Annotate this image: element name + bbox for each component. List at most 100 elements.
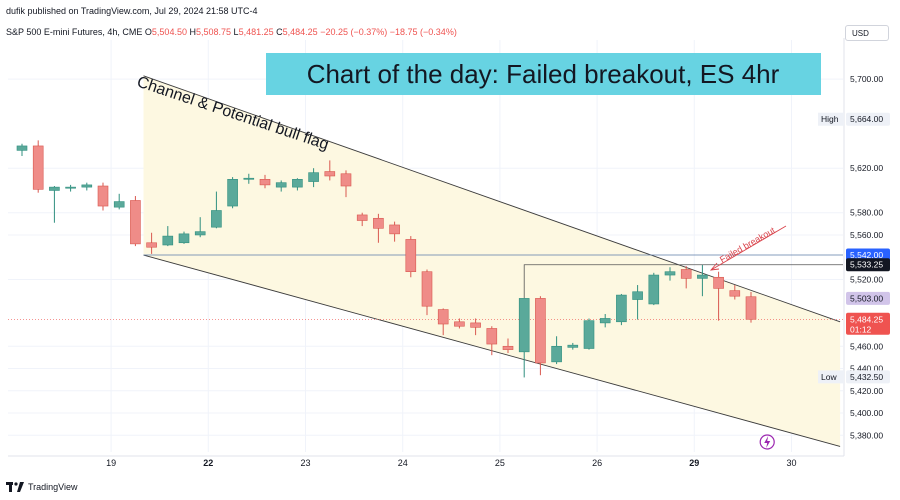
- candle-body: [648, 274, 660, 305]
- y-tick-label: 5,620.00: [850, 163, 883, 173]
- publish-info: dufik published on TradingView.com, Jul …: [6, 6, 258, 16]
- candles-layer: [16, 140, 757, 378]
- y-tick-label: 5,460.00: [850, 341, 883, 351]
- x-tick-label: 29: [689, 458, 699, 468]
- channel-layer: [8, 75, 843, 447]
- price-tag-bg: [818, 112, 844, 126]
- close-value: 5,484.25: [282, 27, 318, 37]
- candle-body: [275, 182, 287, 188]
- candle-body: [227, 179, 238, 207]
- price-axis[interactable]: 5,380.00 5,400.00 5,420.00 5,440.00 5,460.00…: [818, 38, 890, 456]
- tradingview-logo-icon: [6, 482, 24, 492]
- price-label: 5,432.50: [850, 372, 883, 382]
- y-tick-label: 5,520.00: [850, 274, 883, 284]
- channel-fill: [143, 75, 841, 447]
- candle-body: [324, 171, 336, 177]
- countdown-label: 01:12: [850, 324, 872, 334]
- y-tick-label: 5,700.00: [850, 74, 883, 84]
- x-tick-label: 22: [203, 458, 213, 468]
- price-label-bg: [846, 370, 890, 384]
- candle-body: [97, 185, 109, 207]
- candle-body: [292, 179, 303, 188]
- price-label: 5,664.00: [850, 114, 883, 124]
- candle-body: [616, 294, 627, 323]
- candle-body: [243, 177, 255, 180]
- symbol-name[interactable]: S&P 500 E-mini Futures, 4h, CME: [6, 27, 143, 37]
- candle-body: [583, 320, 595, 349]
- chart-title: Chart of the day: Failed breakout, ES 4h…: [307, 59, 780, 89]
- candle-body: [211, 210, 222, 228]
- price-tag-label: Low: [821, 372, 837, 382]
- candle-body: [486, 328, 498, 345]
- lightning-glyph: [764, 436, 771, 448]
- candle-body: [308, 172, 319, 182]
- high-label: H: [189, 27, 196, 37]
- low-value: 5,481.25: [238, 27, 274, 37]
- candle-body: [340, 173, 352, 187]
- candle-body: [113, 201, 125, 208]
- candle-body: [697, 274, 708, 279]
- x-tick-label: 26: [592, 458, 602, 468]
- candle-body: [729, 290, 741, 297]
- candle-body: [49, 186, 60, 191]
- x-tick-label: 25: [495, 458, 505, 468]
- candle-body: [551, 345, 562, 363]
- time-axis[interactable]: 19 22 23 24 25 26 29 30: [8, 455, 844, 468]
- tradingview-footer: TradingView: [6, 482, 78, 492]
- candle-body: [680, 269, 692, 279]
- candle-body: [16, 145, 28, 151]
- open-value: 5,504.50: [151, 27, 187, 37]
- candle-body: [470, 322, 481, 328]
- y-tick-label: 5,400.00: [850, 408, 883, 418]
- candle-body: [389, 224, 400, 235]
- channel-upper-line: [143, 75, 841, 323]
- y-tick-label: 5,420.00: [850, 386, 883, 396]
- chart-title-bg: [266, 53, 821, 95]
- candle-body: [502, 345, 514, 350]
- candle-body: [146, 242, 157, 248]
- price-label-bg: [846, 258, 890, 272]
- price-label: 5,503.00: [850, 293, 883, 303]
- price-label: 5,484.25: [850, 314, 883, 324]
- candle-body: [178, 233, 190, 244]
- failed-breakout-arrow: [710, 225, 787, 271]
- price-label-bg: [846, 112, 890, 126]
- candle-body: [713, 276, 724, 289]
- candle-body: [567, 344, 579, 348]
- price-tag-label: High: [821, 114, 839, 124]
- breakout-level-line: [523, 264, 843, 299]
- candle-body: [32, 145, 44, 190]
- price-label: 5,533.25: [850, 260, 883, 270]
- candle-body: [421, 271, 433, 307]
- candle-body: [81, 184, 93, 188]
- candle-body: [162, 235, 174, 246]
- currency-selector[interactable]: USD: [845, 25, 889, 41]
- candle-body: [356, 214, 368, 221]
- x-tick-label: 23: [300, 458, 310, 468]
- price-label-bg: [846, 312, 890, 335]
- y-tick-label: 5,580.00: [850, 208, 883, 218]
- change-value-2: −18.75 (−0.34%): [389, 27, 457, 37]
- candle-body: [405, 239, 417, 273]
- x-tick-label: 24: [398, 458, 408, 468]
- failed-breakout-arrowhead: [709, 262, 720, 271]
- symbol-info-bar: S&P 500 E-mini Futures, 4h, CME O5,504.5…: [6, 27, 457, 37]
- x-tick-label: 30: [786, 458, 796, 468]
- y-tick-label: 5,440.00: [850, 364, 883, 374]
- change-value: −20.25 (−0.37%): [320, 27, 388, 37]
- y-tick-label: 5,560.00: [850, 230, 883, 240]
- close-label: C: [276, 27, 283, 37]
- candle-body: [664, 271, 676, 276]
- candle-body: [259, 179, 271, 186]
- candle-body: [373, 217, 384, 229]
- candle-body: [130, 200, 141, 245]
- candle-body: [518, 298, 530, 353]
- candle-body: [437, 309, 449, 325]
- candle-body: [632, 291, 643, 300]
- price-label: 5,542.00: [850, 250, 883, 260]
- failed-breakout-label: Failed breakout: [718, 225, 777, 265]
- candle-body: [745, 296, 757, 320]
- candle-body: [454, 321, 465, 327]
- candle-body: [599, 318, 611, 324]
